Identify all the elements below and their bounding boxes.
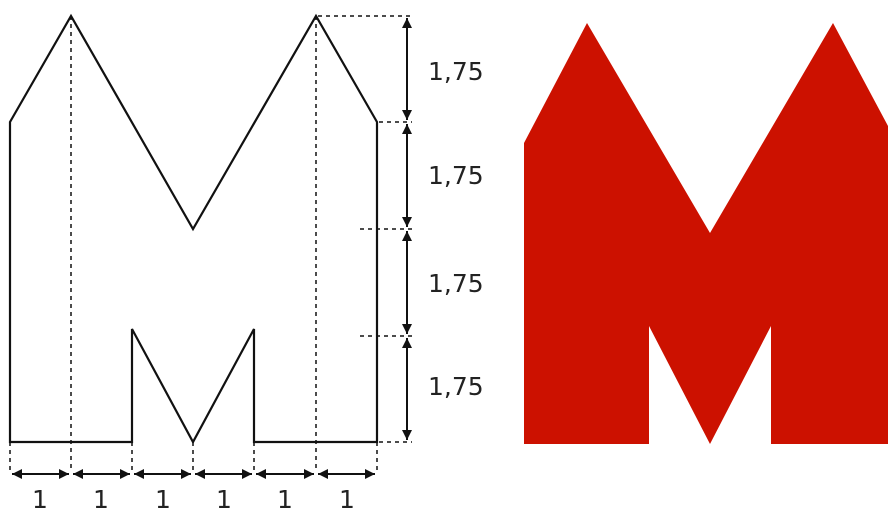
guide-lines [9, 15, 412, 470]
horizontal-dimension-labels: 1 1 1 1 1 1 [32, 485, 355, 514]
m-outline [8, 13, 379, 445]
vdim-label-2: 1,75 [428, 161, 484, 190]
hdim-label-4: 1 [216, 485, 232, 514]
hdim-label-1: 1 [32, 485, 48, 514]
hdim-label-2: 1 [93, 485, 109, 514]
vdim-label-3: 1,75 [428, 269, 484, 298]
vdim-label-1: 1,75 [428, 57, 484, 86]
hdim-label-5: 1 [277, 485, 293, 514]
vdim-label-4: 1,75 [428, 372, 484, 401]
hdim-label-6: 1 [339, 485, 355, 514]
vertical-dimension-labels: 1,75 1,75 1,75 1,75 [428, 57, 484, 401]
red-m-logo [524, 23, 888, 444]
hdim-label-3: 1 [155, 485, 171, 514]
